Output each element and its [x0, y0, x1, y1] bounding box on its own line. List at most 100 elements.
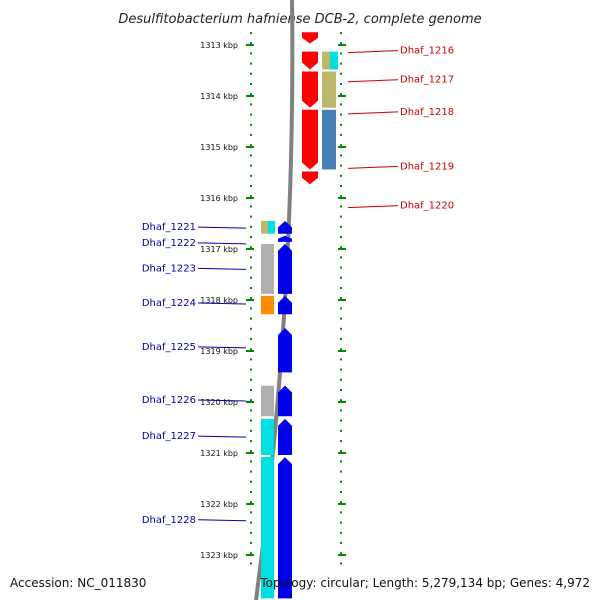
ruler-dot [250, 113, 252, 116]
gene-arrow-reverse [278, 220, 292, 234]
ruler-tick-major [246, 350, 254, 352]
ruler-tick-major [246, 44, 254, 46]
ruler-dot [340, 52, 342, 55]
gene-label[interactable]: Dhaf_1223 [142, 263, 196, 274]
ruler-dot [250, 440, 252, 442]
ruler-dot [340, 32, 342, 34]
cog-tracks [261, 51, 338, 599]
ruler-tick-label: 1323 kbp [200, 551, 238, 560]
ruler-dot [250, 42, 252, 45]
ruler-dot [340, 113, 342, 116]
gene-label[interactable]: Dhaf_1226 [142, 395, 196, 406]
gene-label[interactable]: Dhaf_1221 [142, 222, 196, 233]
ruler-dot [250, 501, 252, 504]
gene-label-line [197, 519, 247, 522]
gene-label-line [197, 346, 247, 349]
gene-arrow-reverse [278, 243, 292, 294]
ruler-dot [250, 521, 252, 524]
ruler-dot [250, 185, 252, 187]
ruler-dot [340, 307, 342, 310]
ruler-dot [340, 93, 342, 96]
ruler-tick-major [338, 248, 346, 250]
ruler-dot [340, 419, 342, 422]
ruler-right [338, 32, 346, 565]
gene-arrow-reverse [278, 457, 292, 599]
ruler-tick-major [246, 146, 254, 148]
gene-label[interactable]: Dhaf_1216 [400, 46, 454, 57]
ruler-tick-major [246, 197, 254, 199]
ruler-dot [340, 42, 342, 45]
ruler-dot [250, 123, 252, 126]
gene-label[interactable]: Dhaf_1222 [142, 238, 196, 249]
gene-label[interactable]: Dhaf_1227 [142, 431, 196, 442]
ruler-dot [250, 358, 252, 361]
ruler-dot [340, 338, 342, 340]
gene-arrow-forward [302, 32, 318, 44]
ruler-dot [250, 399, 252, 402]
gene-label-line [197, 267, 247, 270]
cog-box [322, 51, 330, 70]
ruler-tick-major [338, 350, 346, 352]
cog-box [261, 243, 274, 294]
ruler-dot [250, 195, 252, 198]
gene-arrow-forward [302, 51, 318, 70]
ruler-tick-major [246, 248, 254, 250]
ruler-dot [340, 327, 342, 330]
gene-label[interactable]: Dhaf_1225 [142, 342, 196, 353]
gene-track [278, 32, 318, 599]
ruler-dot [340, 164, 342, 167]
accession-text: Accession: NC_011830 [10, 576, 146, 590]
gene-label[interactable]: Dhaf_1219 [400, 161, 454, 172]
ruler-tick-label: 1321 kbp [200, 449, 238, 458]
ruler-dot [250, 552, 252, 555]
ruler-dot [340, 103, 342, 106]
ruler-dot [340, 491, 342, 493]
gene-label[interactable]: Dhaf_1228 [142, 515, 196, 526]
ruler-tick-major [246, 503, 254, 505]
ruler-dot [250, 511, 252, 514]
ruler-dot [250, 103, 252, 106]
ruler-dot [250, 215, 252, 218]
ruler-dot [340, 358, 342, 361]
ruler-dot [250, 419, 252, 422]
gene-arrow-reverse [278, 235, 292, 242]
ruler-dot [250, 256, 252, 259]
ruler-dot [340, 450, 342, 453]
ruler-dot [250, 317, 252, 320]
ruler-dot [340, 348, 342, 351]
gene-label-line [197, 242, 247, 245]
ruler-dot [340, 368, 342, 371]
ruler-dot [250, 327, 252, 330]
cog-box [330, 51, 338, 70]
ruler-tick-major [246, 554, 254, 556]
ruler-dot [250, 93, 252, 96]
ruler-dot [340, 531, 342, 534]
cog-box [261, 220, 268, 234]
ruler-dot [340, 134, 342, 136]
ruler-tick-label: 1320 kbp [200, 398, 238, 407]
ruler-dot [250, 562, 252, 565]
ruler-dot [250, 32, 252, 34]
gene-label[interactable]: Dhaf_1217 [400, 75, 454, 86]
ruler-dot [250, 378, 252, 381]
gene-label[interactable]: Dhaf_1218 [400, 107, 454, 118]
gene-label[interactable]: Dhaf_1224 [142, 298, 196, 309]
gene-label[interactable]: Dhaf_1220 [400, 201, 454, 212]
ruler-dot [340, 429, 342, 432]
ruler-tick-label: 1315 kbp [200, 143, 238, 152]
ruler-tick-major [338, 146, 346, 148]
ruler-dot [340, 154, 342, 157]
ruler-tick-major [338, 554, 346, 556]
ruler-tick-label: 1313 kbp [200, 41, 238, 50]
gene-label-line [347, 205, 399, 209]
ruler-dot [340, 266, 342, 269]
ruler-dot [250, 542, 252, 544]
ruler-dot [250, 470, 252, 473]
ruler-dot [340, 521, 342, 524]
ruler-dot [250, 287, 252, 289]
ruler-dot [250, 348, 252, 351]
ruler-dot [340, 501, 342, 504]
gene-label-line [197, 435, 247, 438]
ruler-dot [340, 72, 342, 75]
